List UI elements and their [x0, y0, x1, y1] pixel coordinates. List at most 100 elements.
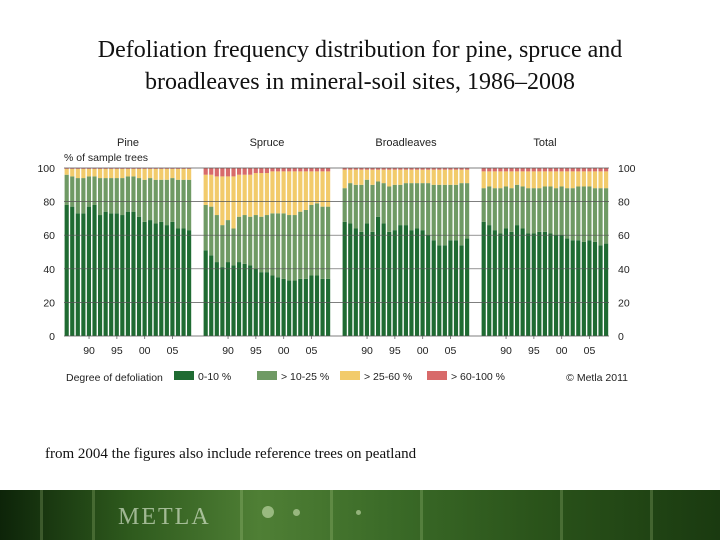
bar-pine-2002-seg-3: [153, 168, 158, 169]
bar-pine-2000-seg-2: [142, 168, 147, 180]
bar-pine-2006-seg-2: [175, 168, 181, 180]
bar-broadleaves-2005-seg-0: [448, 240, 453, 336]
bar-total-1989-seg-0: [498, 233, 503, 336]
legend-label-1: > 10-25 %: [281, 371, 329, 383]
bar-total-1997-seg-2: [542, 171, 547, 187]
bar-broadleaves-1991-seg-1: [370, 184, 375, 232]
slide-title: Defoliation frequency distribution for p…: [0, 34, 720, 98]
bar-spruce-2000-seg-2: [281, 171, 286, 214]
bar-broadleaves-2008-seg-1: [465, 183, 470, 239]
bar-pine-1994-seg-2: [109, 168, 114, 179]
bar-pine-2007-seg-3: [181, 168, 186, 169]
bar-spruce-1999-seg-2: [275, 171, 281, 214]
bar-pine-1986-seg-1: [64, 174, 69, 205]
bar-broadleaves-1995-seg-1: [392, 184, 397, 231]
bar-spruce-2008-seg-1: [326, 206, 331, 279]
bar-pine-2006-seg-3: [175, 168, 181, 169]
bar-total-1998-seg-3: [548, 168, 553, 172]
bar-broadleaves-1987-seg-0: [348, 223, 353, 336]
bar-total-2006-seg-2: [592, 171, 598, 189]
bar-spruce-2005-seg-0: [309, 275, 314, 336]
bar-total-2004-seg-3: [581, 168, 586, 172]
bar-pine-2000-seg-1: [142, 179, 147, 222]
bar-spruce-2008-seg-3: [326, 168, 331, 172]
bar-spruce-2003-seg-3: [298, 168, 303, 172]
bar-broadleaves-1986-seg-2: [342, 169, 347, 189]
y-tick-label-left: 40: [43, 264, 55, 276]
x-tick-label: 95: [250, 345, 262, 357]
bar-total-2001-seg-0: [565, 238, 570, 336]
bar-broadleaves-1997-seg-3: [403, 168, 408, 170]
bar-broadleaves-2004-seg-0: [442, 245, 447, 336]
bar-pine-1998-seg-1: [131, 176, 136, 212]
bar-broadleaves-2001-seg-2: [426, 169, 431, 184]
bar-broadleaves-1993-seg-0: [381, 223, 386, 336]
bar-pine-2002-seg-0: [153, 223, 158, 336]
bar-spruce-2006-seg-3: [314, 168, 320, 172]
bar-pine-1997-seg-1: [125, 176, 130, 212]
bar-total-1992-seg-1: [514, 184, 520, 226]
bar-pine-1988-seg-2: [75, 168, 80, 179]
bar-pine-1987-seg-3: [70, 168, 75, 169]
bar-total-2006-seg-3: [592, 168, 598, 172]
bar-pine-1987-seg-1: [70, 176, 75, 207]
bar-total-2004-seg-2: [581, 171, 586, 187]
panel-title-spruce: Spruce: [250, 137, 285, 149]
bar-pine-1991-seg-3: [92, 168, 97, 169]
legend-label-3: > 60-100 %: [451, 371, 505, 383]
bar-total-1999-seg-3: [553, 168, 559, 172]
bar-pine-1995-seg-1: [114, 178, 119, 214]
bar-broadleaves-1998-seg-3: [409, 168, 414, 170]
bar-pine-1994-seg-3: [109, 168, 114, 169]
bar-spruce-1991-seg-0: [231, 265, 236, 336]
bar-total-2001-seg-2: [565, 171, 570, 189]
bar-total-1989-seg-2: [498, 171, 503, 189]
bar-total-1989-seg-1: [498, 188, 503, 234]
bar-broadleaves-2003-seg-0: [437, 245, 442, 336]
bar-total-2000-seg-3: [559, 168, 564, 172]
bar-spruce-1994-seg-1: [248, 216, 253, 266]
bar-pine-2008-seg-3: [187, 168, 192, 169]
bar-total-1997-seg-3: [542, 168, 547, 172]
bar-total-2007-seg-2: [598, 171, 603, 189]
bar-total-1998-seg-2: [548, 171, 553, 187]
bar-broadleaves-2002-seg-0: [431, 240, 436, 336]
bar-pine-1992-seg-2: [97, 168, 103, 179]
bar-broadleaves-1986-seg-3: [342, 168, 347, 170]
bar-spruce-2006-seg-2: [314, 171, 320, 204]
bar-broadleaves-2005-seg-2: [448, 169, 453, 185]
bar-pine-1997-seg-2: [125, 168, 130, 177]
bar-broadleaves-1991-seg-3: [370, 168, 375, 170]
bar-broadleaves-2004-seg-1: [442, 184, 447, 246]
bar-broadleaves-2005-seg-1: [448, 184, 453, 241]
x-tick-label: 00: [278, 345, 290, 357]
y-tick-label-left: 100: [37, 163, 55, 175]
bar-pine-2004-seg-3: [164, 168, 169, 169]
bar-total-1996-seg-3: [537, 168, 542, 172]
bar-pine-1989-seg-2: [81, 168, 86, 179]
y-tick-label-right: 80: [618, 197, 630, 209]
bar-total-2002-seg-2: [570, 171, 575, 189]
bar-broadleaves-2005-seg-3: [448, 168, 453, 170]
bar-pine-1999-seg-0: [136, 216, 142, 336]
x-tick-label: 05: [306, 345, 318, 357]
x-tick-label: 00: [139, 345, 151, 357]
bar-total-2006-seg-0: [592, 241, 598, 336]
bar-pine-1995-seg-2: [114, 168, 119, 179]
bar-pine-2003-seg-3: [159, 168, 164, 169]
banner-dot: [262, 506, 274, 518]
bar-spruce-2002-seg-1: [292, 215, 297, 281]
chart-credit: © Metla 2011: [566, 372, 628, 384]
bar-broadleaves-1996-seg-0: [398, 225, 403, 336]
bar-pine-1990-seg-3: [86, 168, 92, 169]
bar-total-2006-seg-1: [592, 188, 598, 242]
footer-banner: METLA: [0, 490, 720, 540]
bar-total-1991-seg-0: [509, 231, 514, 336]
bar-spruce-1998-seg-3: [270, 168, 275, 172]
bar-spruce-1988-seg-0: [214, 262, 219, 336]
bar-pine-1987-seg-2: [70, 168, 75, 177]
bar-total-2005-seg-3: [587, 168, 592, 172]
bar-pine-2000-seg-0: [142, 221, 147, 336]
banner-stripe: [92, 490, 95, 540]
bar-pine-1999-seg-3: [136, 168, 142, 169]
